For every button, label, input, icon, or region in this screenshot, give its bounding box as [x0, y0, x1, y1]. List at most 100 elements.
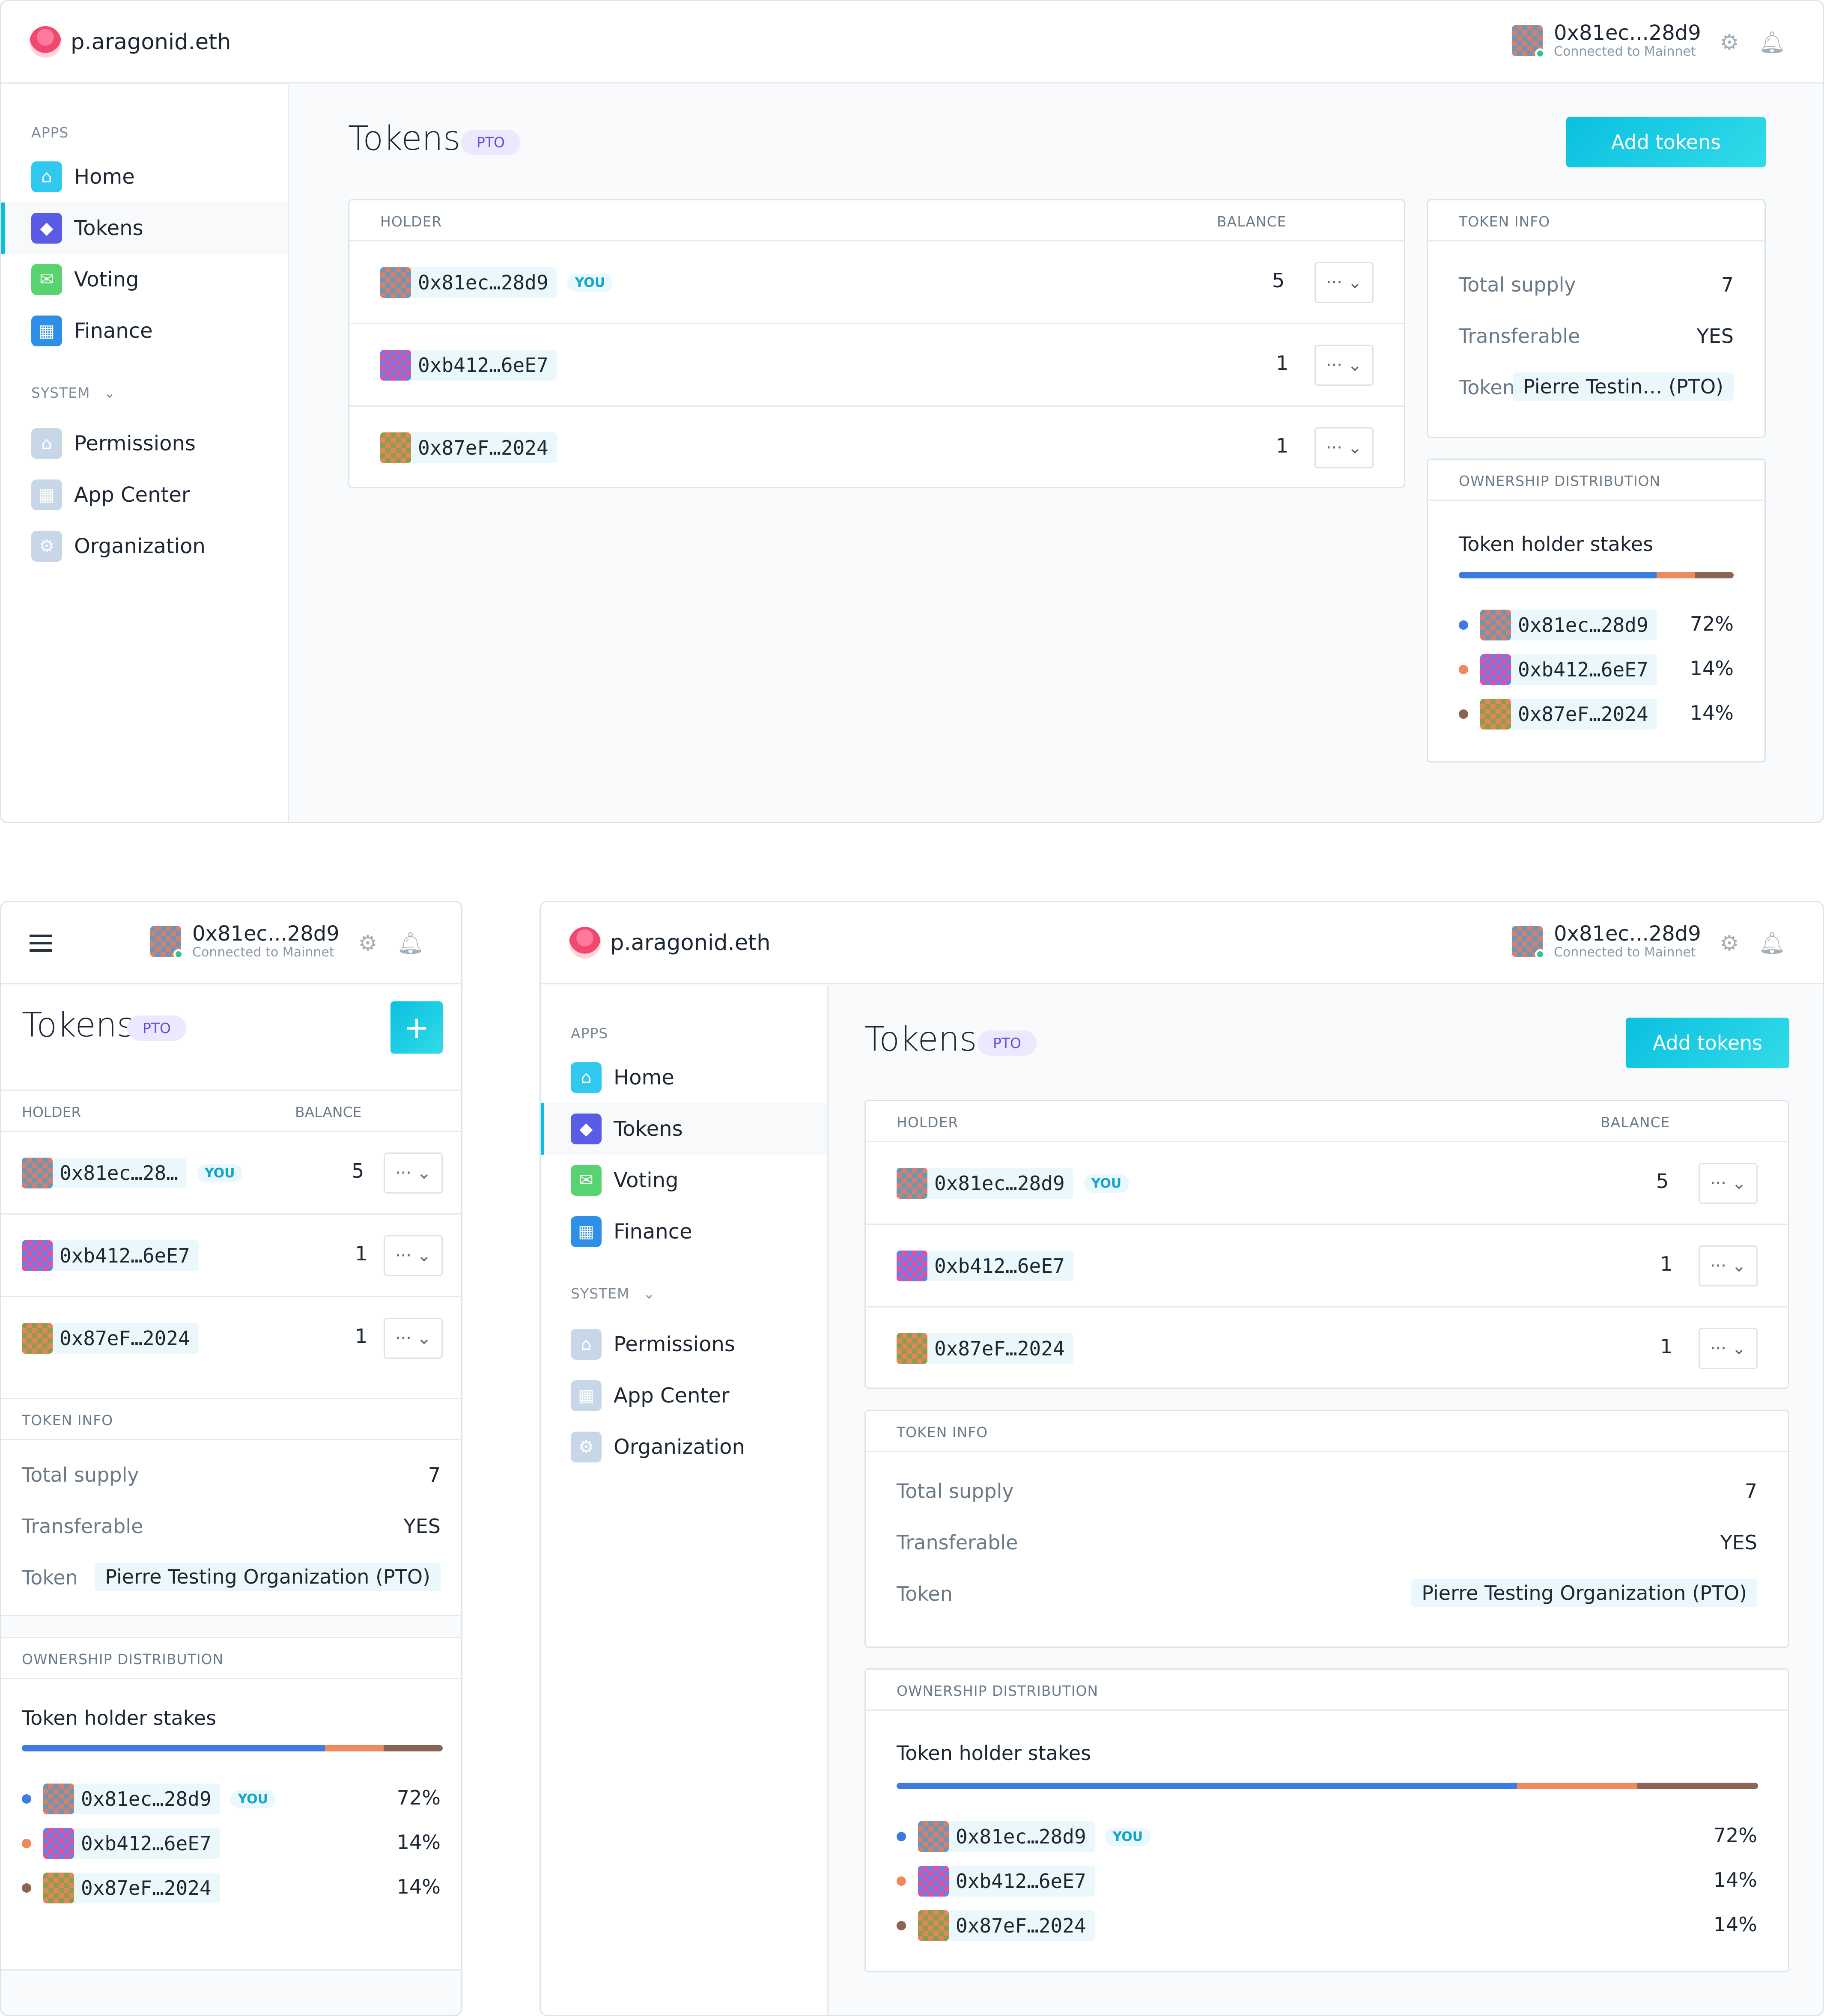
- sidebar-item-home[interactable]: ⌂ Home: [1, 151, 288, 202]
- sidebar-item-tokens[interactable]: ◆ Tokens: [541, 1103, 827, 1155]
- address-text[interactable]: 0xb412…6eE7: [1511, 654, 1657, 685]
- bank-icon: ⌂: [571, 1329, 602, 1360]
- online-status-icon: [1535, 949, 1545, 959]
- holder-menu-button[interactable]: ··· ⌄: [1699, 1328, 1758, 1369]
- bell-icon[interactable]: 🔔︎: [1758, 30, 1786, 55]
- grid-icon: ▦: [31, 479, 62, 510]
- gear-icon[interactable]: ⚙: [1720, 931, 1739, 956]
- address-text[interactable]: 0x81ec…28d9: [949, 1821, 1095, 1852]
- holder-menu-button[interactable]: ··· ⌄: [384, 1318, 443, 1359]
- holder-address[interactable]: 0x81ec…28d9 YOU: [380, 267, 613, 298]
- sidebar-item-tokens[interactable]: ◆ Tokens: [1, 202, 288, 254]
- bell-icon[interactable]: 🔔︎: [1758, 931, 1786, 956]
- holder-menu-button[interactable]: ··· ⌄: [1699, 1163, 1758, 1204]
- legend-dot: [897, 1832, 906, 1841]
- sidebar-section-system[interactable]: SYSTEM ⌄: [571, 1285, 656, 1302]
- org-switcher[interactable]: p.aragonid.eth: [569, 927, 770, 959]
- stake-segment: [1517, 1783, 1638, 1789]
- gear-icon[interactable]: ⚙: [1720, 30, 1739, 55]
- add-tokens-button[interactable]: Add tokens: [1566, 117, 1766, 167]
- address-text: 0xb412…6eE7: [411, 350, 557, 381]
- token-info-title: TOKEN INFO: [22, 1412, 113, 1429]
- holder-address[interactable]: 0xb412…6eE7: [380, 350, 557, 381]
- table-row: 0xb412…6eE7 1 ··· ⌄: [349, 324, 1404, 407]
- account-badge[interactable]: 0x81ec...28d9 Connected to Mainnet: [1512, 923, 1701, 960]
- holder-avatar: [43, 1828, 74, 1859]
- sidebar-item-permissions[interactable]: ⌂ Permissions: [1, 418, 288, 469]
- account-badge[interactable]: 0x81ec...28d9 Connected to Mainnet: [150, 923, 340, 960]
- holder-menu-button[interactable]: ··· ⌄: [1699, 1245, 1758, 1286]
- holder-avatar: [1480, 699, 1511, 730]
- sidebar-item-home[interactable]: ⌂ Home: [541, 1052, 827, 1103]
- distribution-item: 0xb412…6eE7: [1459, 654, 1657, 685]
- address-text[interactable]: 0x81ec…28d9: [74, 1784, 220, 1814]
- transferable-row: Transferable YES: [1428, 320, 1764, 354]
- holder-menu-button[interactable]: ··· ⌄: [1314, 262, 1374, 303]
- holder-balance: 1: [1276, 434, 1289, 457]
- holder-address[interactable]: 0x81ec…28… YOU: [22, 1158, 243, 1188]
- address-text[interactable]: 0x81ec…28d9: [1511, 610, 1657, 640]
- account-avatar: [1512, 25, 1545, 59]
- sidebar-item-organization[interactable]: ⚙ Organization: [541, 1421, 827, 1473]
- stake-segment: [384, 1745, 443, 1751]
- holder-address[interactable]: 0x87eF…2024: [22, 1323, 199, 1354]
- holder-address[interactable]: 0xb412…6eE7: [22, 1240, 199, 1271]
- transferable-label: Transferable: [22, 1515, 143, 1538]
- holder-menu-button[interactable]: ··· ⌄: [384, 1152, 443, 1194]
- sidebar-item-voting[interactable]: ✉ Voting: [1, 254, 288, 305]
- token-symbol-badge: PTO: [978, 1030, 1037, 1056]
- stake-bar: [897, 1783, 1758, 1789]
- holder-menu-button[interactable]: ··· ⌄: [384, 1235, 443, 1276]
- token-name-chip[interactable]: Pierre Testin… (PTO): [1513, 372, 1734, 401]
- chat-icon: ✉: [571, 1165, 602, 1196]
- org-switcher[interactable]: p.aragonid.eth: [30, 26, 231, 58]
- sidebar-section-system[interactable]: SYSTEM ⌄: [31, 384, 116, 401]
- token-info-card: TOKEN INFO Total supply 7 Transferable Y…: [1427, 199, 1766, 438]
- calculator-icon: ▦: [571, 1216, 602, 1247]
- sidebar-item-finance[interactable]: ▦ Finance: [541, 1206, 827, 1257]
- total-supply-value: 7: [1744, 1480, 1757, 1503]
- holder-menu-button[interactable]: ··· ⌄: [1314, 427, 1374, 468]
- desktop-frame: p.aragonid.eth 0x81ec...28d9 Connected t…: [0, 0, 1824, 823]
- table-row: 0x87eF…2024 1 ··· ⌄: [349, 407, 1404, 487]
- token-name-chip[interactable]: Pierre Testing Organization (PTO): [95, 1563, 441, 1591]
- account-badge[interactable]: 0x81ec...28d9 Connected to Mainnet: [1512, 22, 1701, 60]
- holder-address[interactable]: 0x87eF…2024: [380, 432, 557, 463]
- address-text[interactable]: 0xb412…6eE7: [949, 1866, 1095, 1897]
- address-text[interactable]: 0x87eF…2024: [74, 1873, 220, 1903]
- sidebar-item-finance[interactable]: ▦ Finance: [1, 305, 288, 357]
- card-header: TOKEN INFO: [866, 1411, 1788, 1452]
- token-row: Token Pierre Testing Organization (PTO): [866, 1578, 1788, 1612]
- you-badge: YOU: [1083, 1174, 1130, 1193]
- address-text: 0x87eF…2024: [411, 432, 557, 463]
- chat-icon: ✉: [31, 264, 62, 295]
- sidebar-item-app-center[interactable]: ▦ App Center: [1, 469, 288, 521]
- holder-address[interactable]: 0x87eF…2024: [897, 1333, 1073, 1364]
- sidebar-item-permissions[interactable]: ⌂ Permissions: [541, 1319, 827, 1370]
- add-tokens-button[interactable]: +: [390, 1001, 443, 1054]
- transferable-label: Transferable: [897, 1531, 1018, 1554]
- address-text[interactable]: 0x87eF…2024: [949, 1910, 1095, 1941]
- account-id: 0x81ec...28d9: [1554, 922, 1701, 946]
- token-name-chip[interactable]: Pierre Testing Organization (PTO): [1411, 1579, 1757, 1607]
- org-logo-icon: [569, 927, 601, 959]
- address-text[interactable]: 0x87eF…2024: [1511, 699, 1657, 730]
- sidebar-item-voting[interactable]: ✉ Voting: [541, 1155, 827, 1206]
- holder-address[interactable]: 0x81ec…28d9 YOU: [897, 1168, 1130, 1199]
- ownership-title: OWNERSHIP DISTRIBUTION: [22, 1651, 224, 1668]
- address-text[interactable]: 0xb412…6eE7: [74, 1828, 220, 1859]
- column-balance: BALANCE: [1217, 213, 1287, 230]
- gear-icon[interactable]: ⚙: [358, 931, 378, 956]
- distribution-item: 0x87eF…2024: [22, 1873, 220, 1903]
- holder-balance: 1: [1660, 1252, 1673, 1275]
- holder-menu-button[interactable]: ··· ⌄: [1314, 345, 1374, 386]
- distribution-item: 0x81ec…28d9 YOU: [897, 1821, 1151, 1852]
- calculator-icon: ▦: [31, 316, 62, 346]
- sidebar-item-organization[interactable]: ⚙ Organization: [1, 521, 288, 572]
- hamburger-icon[interactable]: [30, 935, 52, 952]
- sidebar-item-app-center[interactable]: ▦ App Center: [541, 1370, 827, 1421]
- add-tokens-button[interactable]: Add tokens: [1626, 1018, 1789, 1068]
- bell-icon[interactable]: 🔔︎: [397, 931, 424, 956]
- total-supply-value: 7: [428, 1463, 441, 1486]
- holder-address[interactable]: 0xb412…6eE7: [897, 1251, 1073, 1281]
